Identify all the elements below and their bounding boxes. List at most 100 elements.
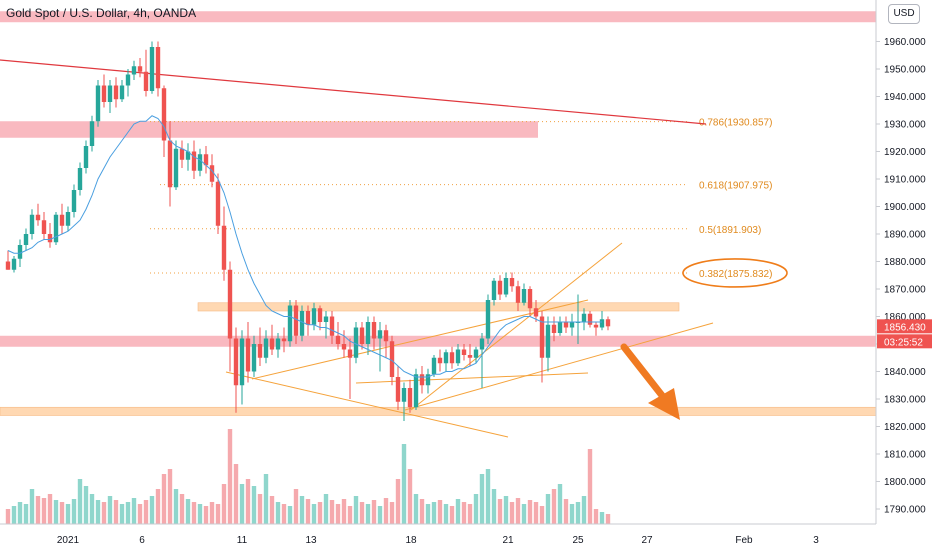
candle-body xyxy=(263,338,269,358)
x-tick-label: 25 xyxy=(572,535,584,546)
currency-button[interactable]: USD xyxy=(888,4,920,24)
volume-bar xyxy=(599,512,605,524)
y-tick-label: 1880.000 xyxy=(884,257,926,268)
candle-body xyxy=(293,305,299,336)
candle-body xyxy=(11,258,17,270)
y-tick-label: 1900.000 xyxy=(884,202,926,213)
candle-body xyxy=(251,344,257,372)
volume-bar xyxy=(113,500,119,524)
candle-body xyxy=(29,214,35,234)
last-price-label: 1856.430 xyxy=(884,322,926,333)
volume-bar xyxy=(419,499,425,524)
candle-body xyxy=(479,338,485,350)
volume-bar xyxy=(59,502,65,524)
candle-body xyxy=(269,338,275,350)
volume-bar xyxy=(485,469,491,524)
volume-bar xyxy=(497,499,503,524)
volume-bar xyxy=(47,494,53,524)
volume-bar xyxy=(545,494,551,524)
candle-body xyxy=(95,85,101,122)
volume-bar xyxy=(467,504,473,524)
volume-bar xyxy=(389,502,395,524)
candle-body xyxy=(185,151,191,160)
volume-bar xyxy=(605,514,611,524)
candle-body xyxy=(449,352,455,364)
x-tick-label: 27 xyxy=(641,535,653,546)
y-tick-label: 1930.000 xyxy=(884,120,926,131)
candle-body xyxy=(395,377,401,402)
volume-bar xyxy=(161,474,167,524)
volume-bar xyxy=(221,484,227,524)
candle-body xyxy=(557,322,563,333)
candle-body xyxy=(581,313,587,322)
candle-body xyxy=(419,374,425,386)
volume-bar xyxy=(11,506,17,524)
moving-average-line xyxy=(7,115,602,378)
volume-bar xyxy=(71,499,77,524)
candle-body xyxy=(383,330,389,342)
volume-bar xyxy=(323,494,329,524)
candle-body xyxy=(509,278,515,287)
volume-bar xyxy=(509,502,515,524)
volume-bar xyxy=(383,498,389,524)
y-tick-label: 1940.000 xyxy=(884,92,926,103)
candle-body xyxy=(47,234,53,243)
volume-bar xyxy=(287,506,293,524)
volume-bar xyxy=(101,502,107,524)
candle-body xyxy=(101,85,107,102)
volume-bar xyxy=(107,496,113,524)
candle-body xyxy=(377,330,383,339)
candle-body xyxy=(161,88,167,141)
volume-bar xyxy=(41,498,47,524)
candle-body xyxy=(5,261,11,270)
volume-bar xyxy=(581,496,587,524)
y-tick-label: 1860.000 xyxy=(884,312,926,323)
candle-body xyxy=(245,338,251,372)
fib-level-label: 0.786(1930.857) xyxy=(699,118,772,129)
volume-bar xyxy=(413,494,419,524)
candle-body xyxy=(467,355,473,358)
volume-bar xyxy=(137,504,143,524)
candle-body xyxy=(587,313,593,325)
volume-bar xyxy=(521,504,527,524)
candle-body xyxy=(143,71,149,91)
volume-bar xyxy=(89,494,95,524)
candle-body xyxy=(65,212,71,226)
volume-bar xyxy=(593,509,599,524)
volume-bar xyxy=(473,494,479,524)
candle-body xyxy=(41,220,47,234)
candle-body xyxy=(335,335,341,344)
volume-bar xyxy=(125,502,131,524)
candle-body xyxy=(485,300,491,339)
volume-bar xyxy=(317,502,323,524)
candle-body xyxy=(227,269,233,339)
volume-bar xyxy=(371,500,377,524)
volume-bar xyxy=(503,496,509,524)
candle-body xyxy=(137,66,143,72)
volume-bar xyxy=(185,499,191,524)
volume-bar xyxy=(53,500,59,524)
y-tick-label: 1960.000 xyxy=(884,37,926,48)
candle-body xyxy=(527,289,533,309)
candle-body xyxy=(233,338,239,386)
volume-bar xyxy=(293,489,299,524)
volume-bar xyxy=(461,502,467,524)
candle-body xyxy=(569,322,575,328)
volume-bar xyxy=(359,502,365,524)
volume-bar xyxy=(455,499,461,524)
x-tick-label: 2021 xyxy=(57,535,80,546)
volume-bar xyxy=(35,496,41,524)
x-tick-label: 13 xyxy=(305,535,317,546)
y-tick-label: 1790.000 xyxy=(884,505,926,516)
y-tick-label: 1840.000 xyxy=(884,367,926,378)
candle-body xyxy=(173,148,179,188)
candle-body xyxy=(341,344,347,350)
volume-bar xyxy=(257,494,263,524)
candle-body xyxy=(407,388,413,408)
volume-bar xyxy=(491,489,497,524)
fib-level-label: 0.382(1875.832) xyxy=(699,269,772,280)
candle-body xyxy=(203,154,209,166)
volume-bar xyxy=(443,504,449,524)
candle-body xyxy=(431,357,437,375)
